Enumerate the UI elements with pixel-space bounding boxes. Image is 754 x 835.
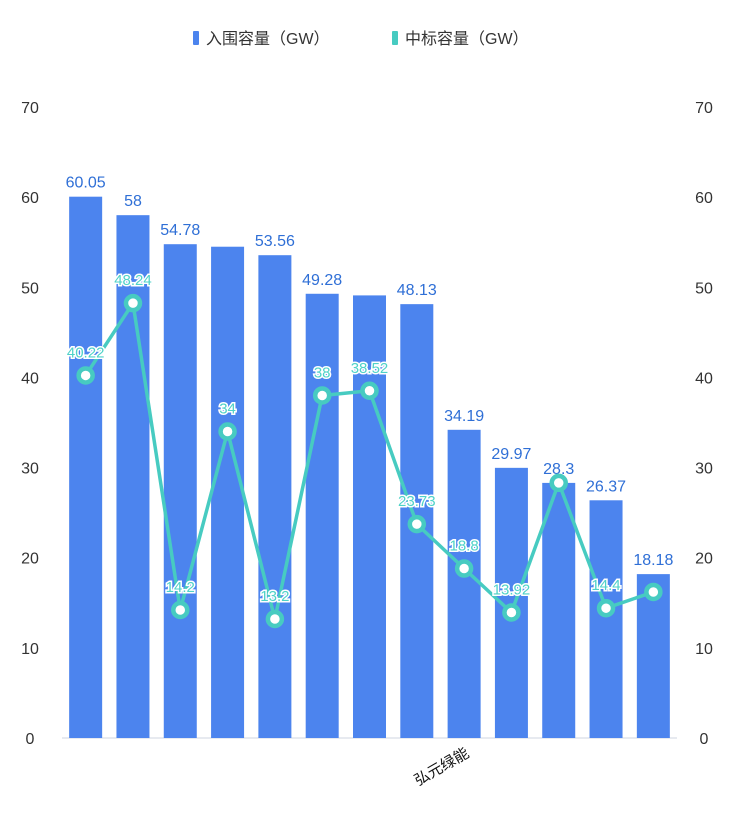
- bar-labels: 60.05 58 54.78 53.56 49.28 48.13 34.19 29.97 28.…: [66, 175, 674, 569]
- line-point: [123, 293, 143, 313]
- legend-line-swatch: [392, 31, 398, 45]
- bar-data-label: 58: [124, 193, 142, 210]
- line-point: [171, 600, 190, 620]
- line-labels: 40.22 48.24 14.2 34 13.2 38 38.52 23.73 18.8 13.9…: [65, 271, 622, 607]
- bar-data-label: 34.19: [444, 408, 484, 425]
- y-right-tick: 50: [695, 280, 713, 297]
- y-right-tick: 60: [695, 190, 713, 207]
- line-point: [218, 422, 237, 441]
- bars: [69, 196, 670, 738]
- legend: 入围容量（GW） 中标容量（GW）: [193, 30, 529, 48]
- y-left-tick: 0: [26, 731, 35, 748]
- y-left-tick: 60: [21, 190, 39, 207]
- line-point: [549, 473, 568, 493]
- legend-bar-swatch: [193, 31, 199, 45]
- bar: [163, 244, 197, 738]
- line-point: [454, 559, 474, 578]
- bar: [353, 295, 386, 738]
- bar-data-label: 53.56: [255, 233, 295, 250]
- y-left-tick: 40: [21, 370, 39, 387]
- line-data-label: 14.2: [166, 579, 195, 596]
- legend-bar-label: 入围容量（GW）: [206, 30, 330, 48]
- bar-data-label: 29.97: [491, 446, 531, 463]
- line-series: [76, 293, 663, 629]
- y-left-tick: 70: [21, 100, 39, 117]
- y-left-tick: 30: [21, 461, 39, 478]
- line-data-label: 40.22: [67, 344, 105, 361]
- y-right-tick: 30: [695, 461, 713, 478]
- legend-line-label: 中标容量（GW）: [405, 30, 529, 48]
- line-point: [360, 381, 379, 401]
- line-data-label: 18.8: [450, 538, 479, 555]
- line-point: [76, 366, 95, 385]
- line-data-label: 38.52: [351, 360, 389, 377]
- y-right-tick: 20: [695, 551, 713, 568]
- bar: [258, 255, 292, 738]
- line-point: [596, 598, 616, 618]
- line-data-label: 13.92: [493, 582, 531, 599]
- line-data-label: 38: [314, 364, 331, 381]
- line-data-label: 14.4: [591, 577, 620, 594]
- bar-data-label: 26.37: [586, 478, 626, 495]
- bar: [305, 293, 339, 738]
- bar-data-label: 18.18: [633, 552, 673, 569]
- y-right-tick: 10: [695, 641, 713, 658]
- bar: [116, 215, 150, 738]
- bar-data-label: 28.3: [543, 461, 574, 478]
- y-left-tick: 50: [21, 280, 39, 297]
- bar: [447, 429, 481, 738]
- y-left-tick: 20: [21, 551, 39, 568]
- bar-data-label: 54.78: [160, 222, 200, 239]
- line-data-label: 23.73: [398, 493, 436, 510]
- bar: [211, 246, 245, 738]
- line-point: [644, 582, 663, 602]
- line-point: [312, 386, 332, 405]
- line-point: [502, 603, 521, 622]
- category-label: 弘元绿能: [412, 745, 472, 790]
- y-right-tick: 70: [695, 100, 713, 117]
- y-right-tick: 40: [695, 370, 713, 387]
- y-left-tick: 10: [21, 641, 39, 658]
- axes: 0 10 20 30 40 50 60 70 0 10 20 30 40 50 60 70: [21, 100, 713, 748]
- bar-data-label: 49.28: [302, 272, 342, 289]
- bar-data-label: 60.05: [66, 175, 106, 192]
- bar: [589, 500, 623, 738]
- y-right-tick: 0: [700, 731, 709, 748]
- bar: [69, 196, 103, 738]
- bar: [636, 574, 670, 738]
- bar: [542, 482, 576, 738]
- line-data-label: 13.2: [260, 588, 289, 605]
- line-data-label: 34: [219, 401, 236, 418]
- bar-data-label: 48.13: [397, 282, 437, 299]
- category-labels: 弘元绿能: [412, 745, 472, 790]
- line-point: [407, 514, 427, 534]
- line-point: [265, 609, 285, 629]
- line-data-label: 48.24: [114, 272, 152, 289]
